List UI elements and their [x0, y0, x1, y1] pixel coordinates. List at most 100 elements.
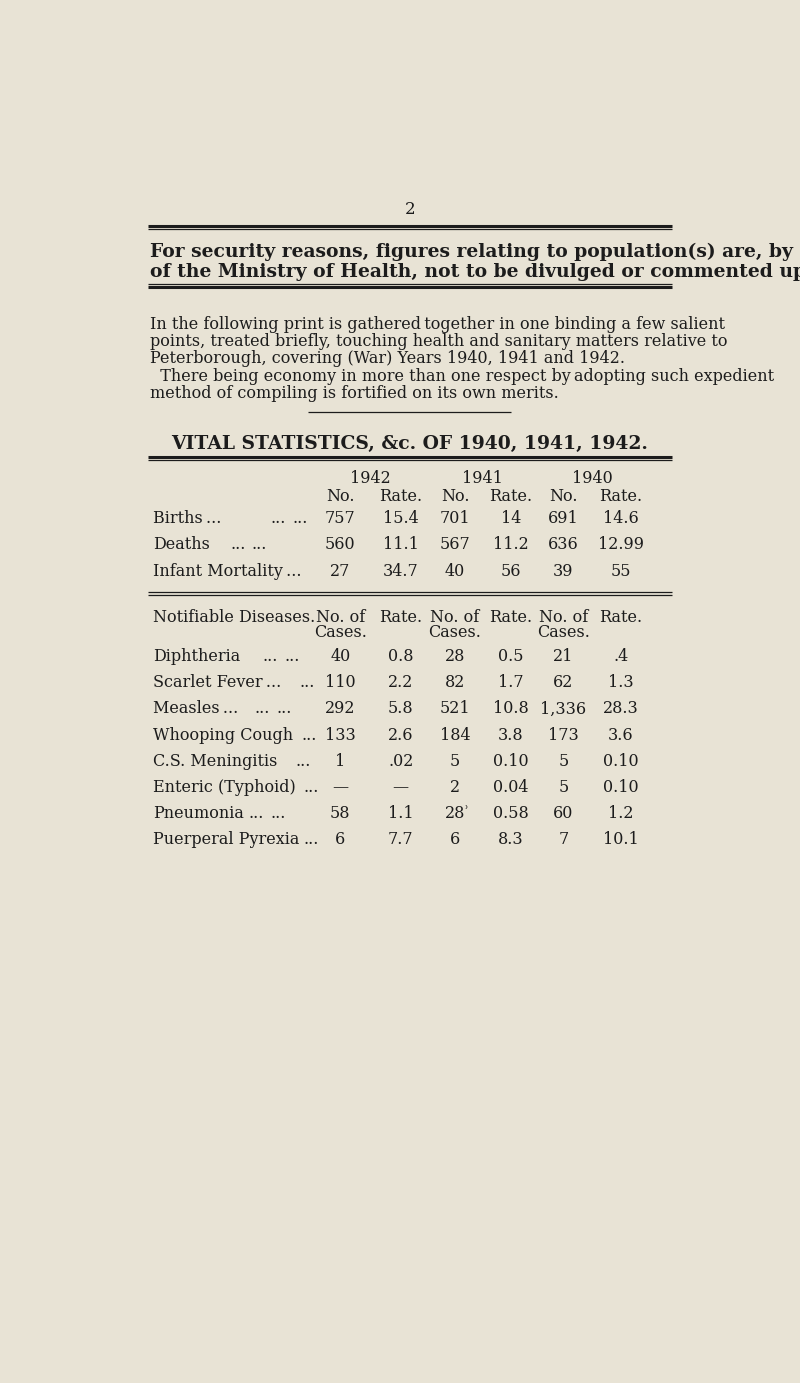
- Text: 701: 701: [440, 510, 470, 527]
- Text: ...: ...: [270, 805, 286, 822]
- Text: 521: 521: [440, 700, 470, 718]
- Text: 636: 636: [548, 537, 579, 553]
- Text: Pneumonia: Pneumonia: [153, 805, 243, 822]
- Text: 21: 21: [554, 649, 574, 665]
- Text: 8.3: 8.3: [498, 831, 523, 848]
- Text: 28: 28: [445, 649, 465, 665]
- Text: 1.1: 1.1: [388, 805, 414, 822]
- Text: points, treated briefly, touching health and sanitary matters relative to: points, treated briefly, touching health…: [150, 333, 728, 350]
- Text: Diphtheria: Diphtheria: [153, 649, 240, 665]
- Text: 567: 567: [439, 537, 470, 553]
- Text: ...: ...: [230, 537, 246, 553]
- Text: Cases.: Cases.: [429, 624, 482, 642]
- Text: No.: No.: [550, 488, 578, 505]
- Text: 28: 28: [445, 805, 465, 822]
- Text: 11.1: 11.1: [382, 537, 418, 553]
- Text: No. of: No. of: [316, 610, 365, 626]
- Text: .4: .4: [613, 649, 629, 665]
- Text: 2: 2: [450, 779, 460, 795]
- Text: 12.99: 12.99: [598, 537, 644, 553]
- Text: 39: 39: [554, 563, 574, 579]
- Text: 0.8: 0.8: [388, 649, 414, 665]
- Text: ...: ...: [302, 726, 317, 744]
- Text: ...: ...: [277, 700, 292, 718]
- Text: 0.10: 0.10: [493, 752, 529, 770]
- Text: 0.5: 0.5: [498, 649, 523, 665]
- Text: 6: 6: [450, 831, 460, 848]
- Text: Rate.: Rate.: [489, 488, 532, 505]
- Text: 1,336: 1,336: [540, 700, 586, 718]
- Text: VITAL STATISTICS, &c. OF 1940, 1941, 1942.: VITAL STATISTICS, &c. OF 1940, 1941, 194…: [171, 436, 649, 454]
- Text: ...: ...: [285, 649, 300, 665]
- Text: For security reasons, figures relating to population(s) are, by instructions: For security reasons, figures relating t…: [150, 243, 800, 261]
- Text: 173: 173: [548, 726, 579, 744]
- Text: 58: 58: [330, 805, 350, 822]
- Text: 60: 60: [554, 805, 574, 822]
- Text: 2.6: 2.6: [388, 726, 414, 744]
- Text: 691: 691: [548, 510, 579, 527]
- Text: 62: 62: [554, 674, 574, 692]
- Text: Notifiable Diseases.: Notifiable Diseases.: [153, 610, 315, 626]
- Text: 2.2: 2.2: [388, 674, 414, 692]
- Text: 1940: 1940: [572, 470, 613, 487]
- Text: 0.58: 0.58: [493, 805, 529, 822]
- Text: In the following print is gathered together in one binding a few salient: In the following print is gathered toget…: [150, 317, 726, 333]
- Text: Puerperal Pyrexia: Puerperal Pyrexia: [153, 831, 299, 848]
- Text: 40: 40: [330, 649, 350, 665]
- Text: Rate.: Rate.: [599, 610, 642, 626]
- Text: Measles ...: Measles ...: [153, 700, 238, 718]
- Text: 1: 1: [335, 752, 346, 770]
- Text: 3.6: 3.6: [608, 726, 634, 744]
- Text: 28.3: 28.3: [603, 700, 638, 718]
- Text: .02: .02: [388, 752, 414, 770]
- Text: Births ...: Births ...: [153, 510, 221, 527]
- Text: 15.4: 15.4: [383, 510, 418, 527]
- Text: 757: 757: [325, 510, 356, 527]
- Text: Rate.: Rate.: [599, 488, 642, 505]
- Text: C.S. Meningitis: C.S. Meningitis: [153, 752, 277, 770]
- Text: 0.10: 0.10: [603, 752, 638, 770]
- Text: 56: 56: [501, 563, 521, 579]
- Text: Peterborough, covering (War) Years 1940, 1941 and 1942.: Peterborough, covering (War) Years 1940,…: [150, 350, 626, 366]
- Text: 5.8: 5.8: [388, 700, 414, 718]
- Text: ...: ...: [255, 700, 270, 718]
- Text: 1.2: 1.2: [608, 805, 634, 822]
- Text: ...: ...: [262, 649, 278, 665]
- Text: No.: No.: [441, 488, 469, 505]
- Text: 1.7: 1.7: [498, 674, 523, 692]
- Text: ...: ...: [292, 510, 307, 527]
- Text: ...: ...: [303, 831, 318, 848]
- Text: method of compiling is fortified on its own merits.: method of compiling is fortified on its …: [150, 384, 559, 401]
- Text: ...: ...: [300, 674, 315, 692]
- Text: 5: 5: [450, 752, 460, 770]
- Text: 2: 2: [405, 201, 415, 217]
- Text: Cases.: Cases.: [314, 624, 366, 642]
- Text: 110: 110: [325, 674, 355, 692]
- Text: 14: 14: [501, 510, 521, 527]
- Text: ...: ...: [295, 752, 310, 770]
- Text: ʾ: ʾ: [464, 805, 468, 819]
- Text: 10.1: 10.1: [603, 831, 638, 848]
- Text: 0.10: 0.10: [603, 779, 638, 795]
- Text: —: —: [393, 779, 409, 795]
- Text: Infant Mortality ...: Infant Mortality ...: [153, 563, 301, 579]
- Text: —: —: [332, 779, 348, 795]
- Text: 27: 27: [330, 563, 350, 579]
- Text: Whooping Cough: Whooping Cough: [153, 726, 293, 744]
- Text: 292: 292: [325, 700, 355, 718]
- Text: Rate.: Rate.: [489, 610, 532, 626]
- Text: 5: 5: [558, 779, 569, 795]
- Text: 82: 82: [445, 674, 465, 692]
- Text: 560: 560: [325, 537, 355, 553]
- Text: ...: ...: [249, 805, 264, 822]
- Text: 14.6: 14.6: [603, 510, 638, 527]
- Text: Scarlet Fever ...: Scarlet Fever ...: [153, 674, 281, 692]
- Text: ...: ...: [252, 537, 267, 553]
- Text: 3.8: 3.8: [498, 726, 523, 744]
- Text: of the Ministry of Health, not to be divulged or commented upon.: of the Ministry of Health, not to be div…: [150, 263, 800, 281]
- Text: 7: 7: [558, 831, 569, 848]
- Text: 55: 55: [610, 563, 631, 579]
- Text: No. of: No. of: [539, 610, 588, 626]
- Text: 184: 184: [440, 726, 470, 744]
- Text: 11.2: 11.2: [493, 537, 529, 553]
